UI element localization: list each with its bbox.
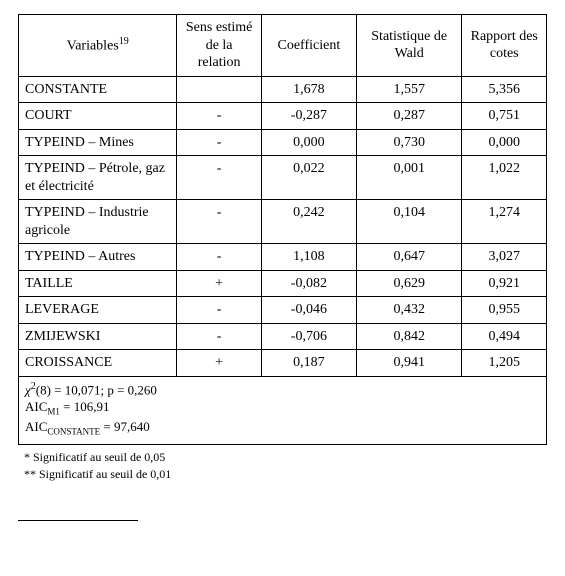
col-variables: Variables19: [19, 15, 177, 77]
cell-coef: 1,678: [261, 76, 356, 103]
aic-const-label: AIC: [25, 419, 47, 434]
cell-sens: -: [177, 200, 261, 244]
cell-ratio: 0,955: [462, 297, 547, 324]
table-row: COURT - -0,287 0,287 0,751: [19, 103, 547, 130]
cell-sens: [177, 76, 261, 103]
cell-wald: 0,730: [356, 129, 462, 156]
regression-table: Variables19 Sens estimé de la relation C…: [18, 14, 547, 445]
table-row: TYPEIND – Mines - 0,000 0,730 0,000: [19, 129, 547, 156]
cell-coef: -0,706: [261, 323, 356, 350]
cell-sens: +: [177, 270, 261, 297]
note-text: Significatif au seuil de 0,05: [33, 450, 165, 464]
cell-variable: CONSTANTE: [19, 76, 177, 103]
cell-variable: ZMIJEWSKI: [19, 323, 177, 350]
col-coefficient: Coefficient: [261, 15, 356, 77]
chi2-value: (8) = 10,071; p = 0,260: [36, 382, 157, 397]
aic-m1-sub: M1: [47, 407, 60, 417]
table-row: ZMIJEWSKI - -0,706 0,842 0,494: [19, 323, 547, 350]
cell-coef: 0,187: [261, 350, 356, 377]
footnote-separator: [18, 520, 138, 521]
col-sens: Sens estimé de la relation: [177, 15, 261, 77]
table-row: CROISSANCE + 0,187 0,941 1,205: [19, 350, 547, 377]
cell-sens: -: [177, 297, 261, 324]
cell-coef: -0,046: [261, 297, 356, 324]
cell-sens: +: [177, 350, 261, 377]
cell-ratio: 0,921: [462, 270, 547, 297]
cell-ratio: 0,000: [462, 129, 547, 156]
cell-sens: -: [177, 244, 261, 271]
note-sig-05: * Significatif au seuil de 0,05: [24, 449, 547, 466]
cell-wald: 0,629: [356, 270, 462, 297]
note-text: Significatif au seuil de 0,01: [39, 467, 171, 481]
cell-sens: -: [177, 103, 261, 130]
cell-variable: TYPEIND – Industrie agricole: [19, 200, 177, 244]
cell-wald: 0,432: [356, 297, 462, 324]
note-marker: *: [24, 450, 33, 464]
table-stats-row: χ2(8) = 10,071; p = 0,260 AICM1 = 106,91…: [19, 376, 547, 444]
col-wald: Statistique de Wald: [356, 15, 462, 77]
aic-const-value: = 97,640: [100, 419, 150, 434]
cell-coef: 0,022: [261, 156, 356, 200]
cell-variable: TYPEIND – Mines: [19, 129, 177, 156]
cell-variable: LEVERAGE: [19, 297, 177, 324]
note-sig-01: ** Significatif au seuil de 0,01: [24, 466, 547, 483]
table-row: TYPEIND – Industrie agricole - 0,242 0,1…: [19, 200, 547, 244]
cell-wald: 1,557: [356, 76, 462, 103]
cell-wald: 0,647: [356, 244, 462, 271]
stat-aic-m1: AICM1 = 106,91: [25, 398, 540, 418]
table-row: TYPEIND – Autres - 1,108 0,647 3,027: [19, 244, 547, 271]
cell-ratio: 1,022: [462, 156, 547, 200]
table-header-row: Variables19 Sens estimé de la relation C…: [19, 15, 547, 77]
cell-coef: -0,082: [261, 270, 356, 297]
cell-variable: COURT: [19, 103, 177, 130]
cell-ratio: 1,274: [462, 200, 547, 244]
table-row: TYPEIND – Pétrole, gaz et électricité - …: [19, 156, 547, 200]
cell-wald: 0,941: [356, 350, 462, 377]
cell-sens: -: [177, 129, 261, 156]
stat-chi2: χ2(8) = 10,071; p = 0,260: [25, 380, 540, 399]
cell-wald: 0,287: [356, 103, 462, 130]
cell-ratio: 0,751: [462, 103, 547, 130]
col-variables-footnote-ref: 19: [119, 36, 129, 47]
cell-ratio: 3,027: [462, 244, 547, 271]
cell-variable: TAILLE: [19, 270, 177, 297]
table-row: CONSTANTE 1,678 1,557 5,356: [19, 76, 547, 103]
cell-wald: 0,842: [356, 323, 462, 350]
note-marker: **: [24, 467, 39, 481]
cell-variable: TYPEIND – Autres: [19, 244, 177, 271]
model-fit-stats: χ2(8) = 10,071; p = 0,260 AICM1 = 106,91…: [19, 376, 547, 444]
cell-wald: 0,104: [356, 200, 462, 244]
cell-sens: -: [177, 323, 261, 350]
col-variables-label: Variables: [67, 38, 119, 53]
cell-coef: -0,287: [261, 103, 356, 130]
cell-variable: TYPEIND – Pétrole, gaz et électricité: [19, 156, 177, 200]
aic-m1-value: = 106,91: [60, 399, 110, 414]
cell-coef: 0,242: [261, 200, 356, 244]
table-row: LEVERAGE - -0,046 0,432 0,955: [19, 297, 547, 324]
col-ratio: Rapport des cotes: [462, 15, 547, 77]
cell-variable: CROISSANCE: [19, 350, 177, 377]
cell-coef: 0,000: [261, 129, 356, 156]
cell-wald: 0,001: [356, 156, 462, 200]
cell-ratio: 5,356: [462, 76, 547, 103]
cell-sens: -: [177, 156, 261, 200]
table-row: TAILLE + -0,082 0,629 0,921: [19, 270, 547, 297]
aic-m1-label: AIC: [25, 399, 47, 414]
cell-coef: 1,108: [261, 244, 356, 271]
significance-notes: * Significatif au seuil de 0,05 ** Signi…: [18, 449, 547, 483]
cell-ratio: 0,494: [462, 323, 547, 350]
aic-const-sub: CONSTANTE: [47, 427, 100, 437]
stat-aic-constante: AICCONSTANTE = 97,640: [25, 418, 540, 438]
cell-ratio: 1,205: [462, 350, 547, 377]
